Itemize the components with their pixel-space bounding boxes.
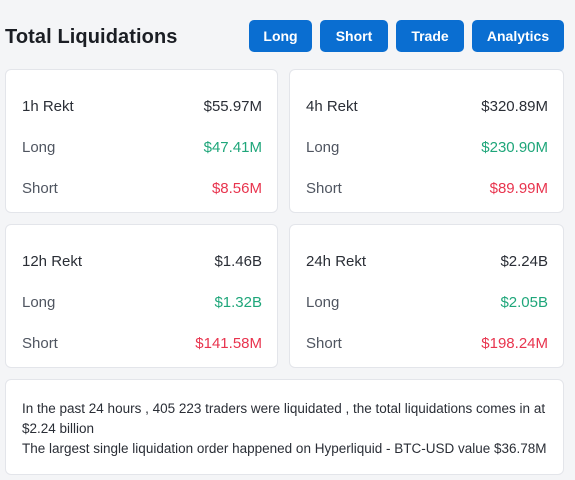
short-row: Short $89.99M (306, 178, 548, 198)
card-4h: 4h Rekt $320.89M Long $230.90M Short $89… (289, 69, 564, 213)
analytics-button[interactable]: Analytics (472, 20, 564, 52)
total-value: $55.97M (203, 97, 262, 115)
short-label: Short (22, 334, 58, 352)
total-value: $1.46B (214, 252, 262, 270)
trade-button[interactable]: Trade (396, 20, 464, 52)
card-header-row: 4h Rekt $320.89M (306, 96, 548, 116)
long-value: $47.41M (203, 138, 262, 156)
card-24h: 24h Rekt $2.24B Long $2.05B Short $198.2… (289, 224, 564, 368)
long-label: Long (22, 138, 56, 156)
summary-panel: In the past 24 hours , 405 223 traders w… (5, 379, 564, 475)
short-button[interactable]: Short (320, 20, 388, 52)
short-value: $198.24M (481, 334, 548, 352)
period-label: 1h Rekt (22, 97, 74, 115)
period-label: 4h Rekt (306, 97, 358, 115)
short-value: $8.56M (211, 179, 262, 197)
short-value: $89.99M (489, 179, 548, 197)
short-label: Short (306, 334, 342, 352)
long-row: Long $47.41M (22, 137, 262, 157)
short-row: Short $141.58M (22, 333, 262, 353)
card-1h: 1h Rekt $55.97M Long $47.41M Short $8.56… (5, 69, 278, 213)
header-buttons: Long Short Trade Analytics (249, 20, 564, 52)
page-title: Total Liquidations (5, 26, 178, 48)
short-value: $141.58M (195, 334, 262, 352)
long-value: $1.32B (214, 293, 262, 311)
summary-line-1: In the past 24 hours , 405 223 traders w… (22, 401, 546, 436)
card-header-row: 24h Rekt $2.24B (306, 251, 548, 271)
long-value: $230.90M (481, 138, 548, 156)
total-value: $320.89M (481, 97, 548, 115)
long-label: Long (306, 138, 340, 156)
short-row: Short $198.24M (306, 333, 548, 353)
period-label: 24h Rekt (306, 252, 367, 270)
short-row: Short $8.56M (22, 178, 262, 198)
long-button[interactable]: Long (249, 20, 312, 52)
long-value: $2.05B (500, 293, 548, 311)
header: Total Liquidations Long Short Trade Anal… (0, 0, 575, 72)
short-label: Short (22, 179, 58, 197)
long-row: Long $230.90M (306, 137, 548, 157)
long-row: Long $2.05B (306, 292, 548, 312)
long-row: Long $1.32B (22, 292, 262, 312)
long-label: Long (306, 293, 340, 311)
summary-line-2: The largest single liquidation order hap… (22, 441, 547, 456)
period-label: 12h Rekt (22, 252, 83, 270)
long-label: Long (22, 293, 56, 311)
card-header-row: 1h Rekt $55.97M (22, 96, 262, 116)
card-12h: 12h Rekt $1.46B Long $1.32B Short $141.5… (5, 224, 278, 368)
card-header-row: 12h Rekt $1.46B (22, 251, 262, 271)
total-value: $2.24B (500, 252, 548, 270)
short-label: Short (306, 179, 342, 197)
